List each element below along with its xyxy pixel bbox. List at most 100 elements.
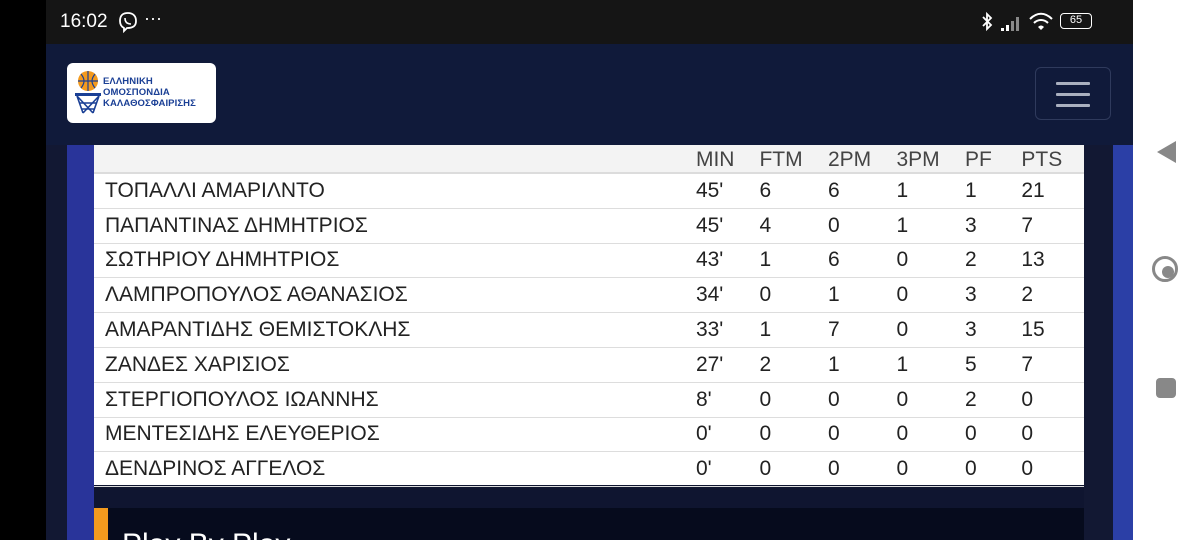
- page-content[interactable]: MIN FTM 2PM 3PM PF PTS ΤΟΠΑΛΛΙ ΑΜΑΡΙΛΝΤΟ…: [46, 145, 1133, 540]
- player-2pm: 7: [827, 312, 897, 348]
- table-row[interactable]: ΤΟΠΑΛΛΙ ΑΜΑΡΙΛΝΤΟ 45' 6 6 1 1 21: [94, 173, 1084, 209]
- player-name: ΣΩΤΗΡΙΟΥ ΔΗΜΗΤΡΙΟΣ: [94, 243, 696, 279]
- table-header-row: MIN FTM 2PM 3PM PF PTS: [94, 145, 1084, 174]
- player-min: 8': [695, 382, 760, 418]
- boxscore-table-card: MIN FTM 2PM 3PM PF PTS ΤΟΠΑΛΛΙ ΑΜΑΡΙΛΝΤΟ…: [94, 145, 1084, 488]
- basketball-hoop-icon: [75, 71, 101, 114]
- player-ftm: 1: [759, 312, 828, 348]
- play-by-play-title: Play By Play: [122, 528, 290, 540]
- player-2pm: 0: [827, 451, 897, 488]
- more-notifications-icon: ···: [144, 8, 162, 28]
- player-min: 43': [695, 243, 760, 279]
- back-icon[interactable]: [1157, 141, 1176, 163]
- player-name: ΖΑΝΔΕΣ ΧΑΡΙΣΙΟΣ: [94, 347, 696, 383]
- viber-icon: [119, 12, 137, 33]
- player-pf: 3: [964, 208, 1022, 244]
- wifi-icon: [1029, 12, 1053, 30]
- player-3pm: 0: [896, 277, 965, 314]
- player-pts: 15: [1021, 312, 1084, 348]
- table-row[interactable]: ΣΤΕΡΓΙΟΠΟΥΛΟΣ ΙΩΑΝΝΗΣ 8' 0 0 0 2 0: [94, 382, 1084, 418]
- player-ftm: 6: [759, 173, 828, 209]
- player-pf: 5: [964, 347, 1022, 383]
- battery-icon: 65: [1060, 13, 1092, 29]
- player-2pm: 1: [827, 277, 897, 314]
- player-2pm: 0: [827, 382, 897, 418]
- player-pts: 0: [1021, 382, 1084, 418]
- col-ftm: FTM: [759, 145, 828, 174]
- player-ftm: 1: [759, 243, 828, 279]
- player-3pm: 0: [896, 312, 965, 348]
- player-min: 45': [695, 173, 760, 209]
- stats-panel: MIN FTM 2PM 3PM PF PTS ΤΟΠΑΛΛΙ ΑΜΑΡΙΛΝΤΟ…: [94, 145, 1084, 540]
- side-band-right: [1113, 145, 1133, 540]
- player-3pm: 1: [896, 173, 965, 209]
- home-icon[interactable]: [1152, 256, 1178, 282]
- logo-line-3: ΚΑΛΑΘΟΣΦΑΙΡΙΣΗΣ: [103, 98, 196, 109]
- menu-bar-icon: [1056, 93, 1090, 96]
- player-pts: 0: [1021, 451, 1084, 488]
- player-ftm: 2: [759, 347, 828, 383]
- player-pf: 3: [964, 312, 1022, 348]
- play-by-play-section[interactable]: Play By Play: [94, 508, 1084, 540]
- federation-logo[interactable]: ΕΛΛΗΝΙΚΗ ΟΜΟΣΠΟΝΔΙΑ ΚΑΛΑΘΟΣΦΑΙΡΙΣΗΣ: [67, 63, 216, 123]
- player-3pm: 0: [896, 243, 965, 279]
- player-ftm: 4: [759, 208, 828, 244]
- table-row[interactable]: ΔΕΝΔΡΙΝΟΣ ΑΓΓΕΛΟΣ 0' 0 0 0 0 0: [94, 451, 1084, 488]
- boxscore-table: MIN FTM 2PM 3PM PF PTS ΤΟΠΑΛΛΙ ΑΜΑΡΙΛΝΤΟ…: [94, 145, 1084, 488]
- table-row[interactable]: ΣΩΤΗΡΙΟΥ ΔΗΜΗΤΡΙΟΣ 43' 1 6 0 2 13: [94, 243, 1084, 279]
- player-pf: 3: [964, 277, 1022, 314]
- player-min: 45': [695, 208, 760, 244]
- player-pts: 7: [1021, 347, 1084, 383]
- player-name: ΤΟΠΑΛΛΙ ΑΜΑΡΙΛΝΤΟ: [94, 173, 696, 209]
- player-name: ΠΑΠΑΝΤΙΝΑΣ ΔΗΜΗΤΡΙΟΣ: [94, 208, 696, 244]
- player-min: 34': [695, 277, 760, 314]
- menu-bar-icon: [1056, 104, 1090, 107]
- player-3pm: 0: [896, 451, 965, 488]
- player-name: ΑΜΑΡΑΝΤΙΔΗΣ ΘΕΜΙΣΤΟΚΛΗΣ: [94, 312, 696, 348]
- android-nav-bar: [1133, 0, 1200, 540]
- player-pf: 2: [964, 243, 1022, 279]
- player-3pm: 1: [896, 208, 965, 244]
- player-pts: 2: [1021, 277, 1084, 314]
- table-row[interactable]: ΑΜΑΡΑΝΤΙΔΗΣ ΘΕΜΙΣΤΟΚΛΗΣ 33' 1 7 0 3 15: [94, 312, 1084, 348]
- player-3pm: 0: [896, 417, 965, 453]
- player-name: ΔΕΝΔΡΙΝΟΣ ΑΓΓΕΛΟΣ: [94, 451, 696, 488]
- logo-line-1: ΕΛΛΗΝΙΚΗ: [103, 76, 153, 87]
- player-pf: 2: [964, 382, 1022, 418]
- player-ftm: 0: [759, 417, 828, 453]
- player-ftm: 0: [759, 382, 828, 418]
- home-dot: [1162, 266, 1174, 278]
- table-row[interactable]: ΛΑΜΠΡΟΠΟΥΛΟΣ ΑΘΑΝΑΣΙΟΣ 34' 0 1 0 3 2: [94, 277, 1084, 314]
- player-pf: 0: [964, 451, 1022, 488]
- col-pf: PF: [964, 145, 1022, 174]
- player-min: 27': [695, 347, 760, 383]
- player-3pm: 0: [896, 382, 965, 418]
- player-2pm: 6: [827, 173, 897, 209]
- federation-name: ΕΛΛΗΝΙΚΗ ΟΜΟΣΠΟΝΔΙΑ ΚΑΛΑΘΟΣΦΑΙΡΙΣΗΣ: [103, 76, 196, 109]
- player-pf: 1: [964, 173, 1022, 209]
- player-name: ΣΤΕΡΓΙΟΠΟΥΛΟΣ ΙΩΑΝΝΗΣ: [94, 382, 696, 418]
- player-pts: 7: [1021, 208, 1084, 244]
- status-bar: 16:02 ··· 65: [46, 0, 1133, 44]
- logo-line-2: ΟΜΟΣΠΟΝΔΙΑ: [103, 87, 170, 98]
- col-pts: PTS: [1021, 145, 1084, 174]
- hamburger-menu-button[interactable]: [1035, 67, 1111, 120]
- player-3pm: 1: [896, 347, 965, 383]
- player-pts: 13: [1021, 243, 1084, 279]
- player-2pm: 6: [827, 243, 897, 279]
- recent-apps-icon[interactable]: [1156, 378, 1176, 398]
- player-2pm: 0: [827, 208, 897, 244]
- player-min: 0': [695, 417, 760, 453]
- col-min: MIN: [695, 145, 760, 174]
- player-ftm: 0: [759, 451, 828, 488]
- player-2pm: 0: [827, 417, 897, 453]
- player-pts: 21: [1021, 173, 1084, 209]
- battery-level: 65: [1069, 14, 1083, 26]
- player-2pm: 1: [827, 347, 897, 383]
- side-band-left: [67, 145, 94, 540]
- table-row[interactable]: ΖΑΝΔΕΣ ΧΑΡΙΣΙΟΣ 27' 2 1 1 5 7: [94, 347, 1084, 383]
- table-row[interactable]: ΜΕΝΤΕΣΙΔΗΣ ΕΛΕΥΘΕΡΙΟΣ 0' 0 0 0 0 0: [94, 417, 1084, 453]
- bluetooth-icon: [982, 11, 993, 32]
- player-name: ΜΕΝΤΕΣΙΔΗΣ ΕΛΕΥΘΕΡΙΟΣ: [94, 417, 696, 453]
- table-row[interactable]: ΠΑΠΑΝΤΙΝΑΣ ΔΗΜΗΤΡΙΟΣ 45' 4 0 1 3 7: [94, 208, 1084, 244]
